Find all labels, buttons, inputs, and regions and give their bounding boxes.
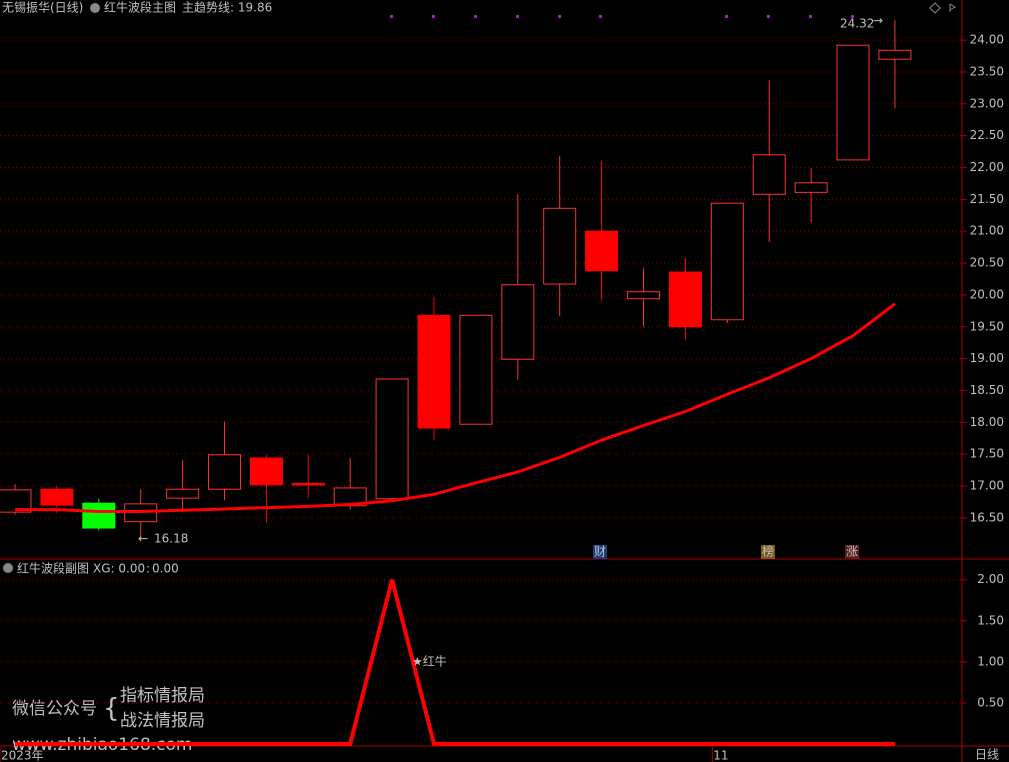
high-label: 24.32 (840, 17, 874, 31)
watermark-label: 微信公众号 (12, 699, 97, 719)
candle-body (627, 291, 660, 300)
candle-body (501, 284, 535, 360)
candle-body (249, 457, 283, 486)
y-tick-label: 20.00 (970, 287, 1004, 301)
candle-body (878, 49, 912, 60)
x-tick-label: 2023年 (1, 749, 44, 762)
y-tick-label: 19.00 (970, 351, 1004, 365)
candle-body (459, 314, 493, 425)
candle-body (82, 502, 116, 529)
watermark-line: 指标情报局 (120, 686, 205, 706)
candle-body (375, 378, 409, 500)
candle-body (291, 482, 325, 486)
main-title: 红牛波段主图 (104, 0, 176, 15)
y-tick-label: 22.00 (970, 160, 1004, 174)
signal-label: ★红牛 (412, 654, 447, 669)
marker-label: 涨 (846, 544, 858, 559)
y-tick-label: 19.50 (970, 319, 1004, 333)
sub-legend-sep: : (146, 562, 150, 576)
diamond-icon[interactable] (929, 2, 941, 14)
marker-box (845, 545, 859, 559)
x-tick-label: 11 (713, 749, 728, 762)
watermark-line: 战法情报局 (120, 711, 205, 731)
candle-body (710, 202, 744, 321)
y-tick-label: 18.50 (970, 383, 1004, 397)
line-series (15, 579, 895, 746)
marker-box (593, 545, 607, 559)
candle-body (752, 154, 786, 195)
candle-body (836, 44, 870, 161)
candle-body (794, 182, 828, 193)
candle-body (208, 454, 241, 490)
candle-body (668, 271, 702, 328)
marker-label: 财 (594, 545, 606, 559)
candle-body (0, 489, 32, 513)
y-tick-label: 24.00 (970, 33, 1004, 47)
y-tick-label: 16.50 (970, 510, 1004, 524)
y-tick-label: 1.50 (977, 613, 1004, 627)
candle-body (417, 314, 451, 429)
candle-body (543, 207, 577, 285)
period-label: 日线 (975, 748, 999, 762)
sub-legend: XG: 0.00 (93, 562, 145, 576)
menu-icon[interactable] (3, 563, 13, 573)
marker-box (761, 545, 775, 559)
candle-body (166, 488, 200, 499)
y-tick-label: 21.00 (970, 224, 1004, 238)
y-tick-label: 21.50 (970, 192, 1004, 206)
sub-title: 红牛波段副图 (17, 561, 89, 576)
line-series (15, 302, 896, 513)
menu-icon[interactable] (90, 3, 100, 13)
y-tick-label: 17.00 (970, 479, 1004, 493)
low-arrow: ← (138, 532, 148, 546)
marker-label: 榜 (762, 544, 774, 559)
brace: { (103, 694, 120, 724)
low-label: 16.18 (154, 532, 188, 546)
candle-body (585, 230, 619, 272)
expand-icon[interactable] (949, 3, 956, 12)
signal-dots (390, 15, 854, 18)
y-tick-label: 17.50 (970, 447, 1004, 461)
y-tick-label: 23.50 (970, 64, 1004, 78)
y-tick-label: 1.00 (977, 654, 1004, 668)
stock-name: 无锡振华(日线) (2, 0, 83, 15)
y-tick-label: 2.00 (977, 572, 1004, 586)
y-tick-label: 22.50 (970, 128, 1004, 142)
y-tick-label: 23.00 (970, 96, 1004, 110)
y-tick-label: 20.50 (970, 256, 1004, 270)
sub-legend: 0.00 (152, 562, 179, 576)
high-arrow: → (873, 14, 883, 28)
y-tick-label: 0.50 (977, 695, 1004, 709)
main-legend: 主趋势线: 19.86 (182, 1, 272, 15)
y-tick-label: 18.00 (970, 415, 1004, 429)
candle-body (40, 488, 74, 506)
